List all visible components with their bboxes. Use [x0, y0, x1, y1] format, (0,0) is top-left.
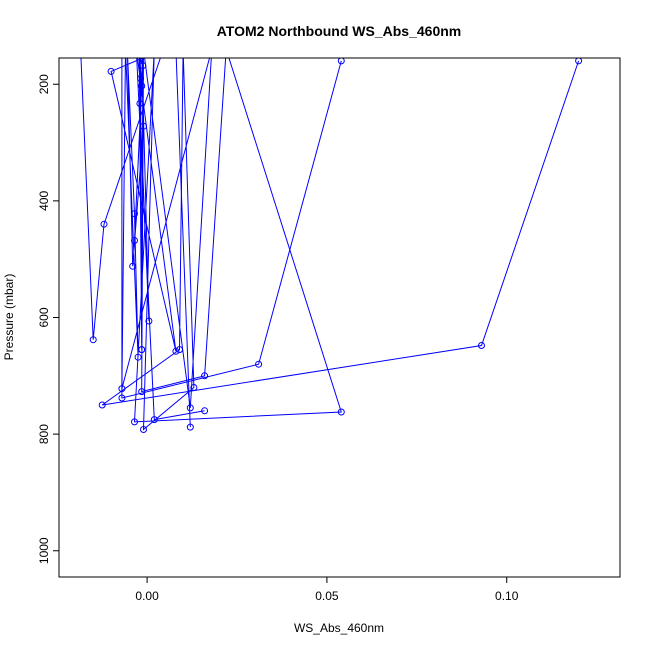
data-point [131, 418, 138, 426]
data-point [186, 423, 194, 431]
data-point [337, 58, 345, 65]
data-point [124, 46, 130, 52]
y-tick-label: 1000 [37, 537, 51, 564]
data-point [223, 46, 229, 52]
y-tick-label: 800 [37, 424, 51, 444]
data-point [139, 46, 145, 52]
x-axis: 0.00 0.05 0.10 [135, 576, 519, 603]
data-point [133, 46, 139, 52]
data-point [137, 46, 143, 52]
y-tick-label: 400 [37, 191, 51, 211]
series-0-line [80, 58, 580, 431]
data-point [180, 46, 186, 52]
data-point [136, 46, 142, 52]
data-point [100, 220, 108, 228]
data-layer [78, 46, 583, 433]
data-point [131, 210, 138, 218]
data-point [107, 67, 115, 75]
data-point [478, 342, 485, 349]
data-point [129, 262, 137, 270]
y-tick-label: 200 [37, 74, 51, 94]
data-point [89, 336, 97, 344]
data-point [123, 46, 129, 52]
data-point [141, 46, 147, 52]
data-point [201, 372, 209, 380]
data-point [209, 46, 215, 52]
data-point [138, 82, 146, 90]
chart-title: ATOM2 Northbound WS_Abs_460nm [217, 23, 462, 39]
data-point [133, 46, 139, 52]
data-point [337, 408, 345, 416]
data-point [173, 46, 179, 52]
y-axis: 200 400 600 800 1000 [37, 74, 60, 564]
data-point [186, 404, 194, 412]
series-2-line [136, 58, 205, 421]
x-tick-label: 0.05 [315, 589, 339, 603]
y-axis-label: Pressure (mbar) [2, 274, 16, 361]
data-point [138, 346, 146, 354]
x-tick-label: 0.10 [495, 589, 519, 603]
data-point [190, 384, 198, 391]
series-1-line [121, 58, 342, 399]
y-tick-label: 600 [37, 307, 51, 327]
data-point [150, 416, 158, 424]
data-point [160, 46, 166, 52]
data-point [138, 388, 146, 396]
data-point [136, 100, 144, 107]
data-point [151, 46, 157, 52]
data-point [201, 407, 209, 415]
data-point [131, 237, 138, 244]
data-point [134, 353, 142, 361]
data-point [119, 46, 125, 52]
x-tick-label: 0.00 [135, 589, 159, 603]
data-point [98, 401, 106, 409]
series-3-line [175, 58, 191, 428]
data-point [255, 360, 263, 368]
data-point [176, 346, 183, 354]
data-point [172, 347, 180, 355]
data-point [118, 394, 126, 402]
data-point [140, 426, 147, 433]
data-point [78, 46, 84, 52]
x-axis-label: WS_Abs_460nm [294, 621, 384, 635]
data-point [141, 46, 147, 52]
data-point [575, 58, 583, 65]
data-point [139, 62, 147, 70]
